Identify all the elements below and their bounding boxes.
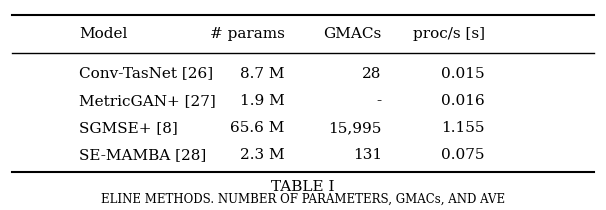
Text: 131: 131 [353,148,382,162]
Text: Model: Model [79,27,127,41]
Text: 2.3 M: 2.3 M [240,148,285,162]
Text: ELINE METHODS. NUMBER OF PARAMETERS, GMACs, AND AVE: ELINE METHODS. NUMBER OF PARAMETERS, GMA… [101,193,505,206]
Text: Conv-TasNet [26]: Conv-TasNet [26] [79,67,213,80]
Text: proc/s [s]: proc/s [s] [413,27,485,41]
Text: SGMSE+ [8]: SGMSE+ [8] [79,121,178,135]
Text: 1.9 M: 1.9 M [240,94,285,108]
Text: SE-MAMBA [28]: SE-MAMBA [28] [79,148,206,162]
Text: 28: 28 [362,67,382,80]
Text: TABLE I: TABLE I [271,180,335,194]
Text: 15,995: 15,995 [328,121,382,135]
Text: -: - [377,94,382,108]
Text: 8.7 M: 8.7 M [241,67,285,80]
Text: 0.075: 0.075 [441,148,485,162]
Text: # params: # params [210,27,285,41]
Text: 1.155: 1.155 [441,121,485,135]
Text: GMACs: GMACs [324,27,382,41]
Text: 65.6 M: 65.6 M [230,121,285,135]
Text: 0.015: 0.015 [441,67,485,80]
Text: 0.016: 0.016 [441,94,485,108]
Text: MetricGAN+ [27]: MetricGAN+ [27] [79,94,216,108]
